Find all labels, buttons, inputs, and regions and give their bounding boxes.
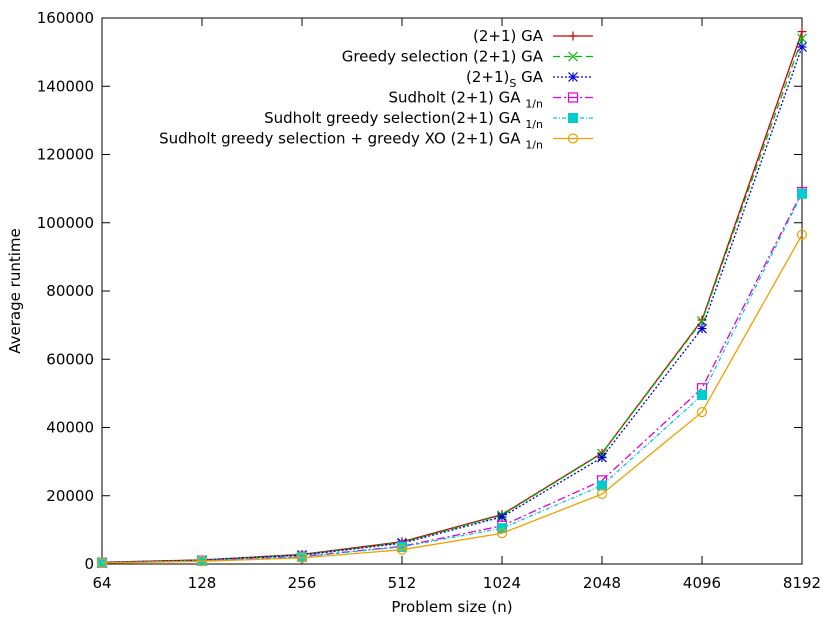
data-point: [296, 552, 308, 563]
y-axis-title: Average runtime: [6, 228, 24, 353]
data-point: [697, 323, 707, 334]
data-point: [497, 511, 507, 522]
data-point: [797, 27, 807, 37]
y-tick-label: 60000: [46, 350, 94, 368]
data-point: [697, 390, 707, 401]
data-point: [797, 42, 807, 52]
data-point: [797, 188, 807, 199]
x-axis: 64 128 256 512 1024 2048 4096 8192: [92, 18, 821, 592]
y-tick-label: 140000: [37, 77, 94, 95]
legend-item: Sudholt greedy selection + greedy XO (2+…: [159, 130, 593, 152]
legend-label: Greedy selection (2+1) GA: [342, 48, 544, 66]
legend-item: Sudholt (2+1) GA 1/n: [388, 89, 593, 111]
data-point: [397, 541, 407, 552]
legend-label: Sudholt (2+1) GA 1/n: [388, 89, 543, 111]
legend: (2+1) GA Greedy selection (2+1) GA (2+1)S …: [159, 27, 593, 152]
x-tick-label: 8192: [783, 574, 821, 592]
legend-item: Greedy selection (2+1) GA: [342, 48, 593, 66]
data-point: [568, 113, 578, 123]
data-point: [567, 92, 579, 103]
legend-label: Sudholt greedy selection + greedy XO (2+…: [159, 130, 543, 152]
data-point: [96, 557, 108, 569]
legend-item: Sudholt greedy selection(2+1) GA 1/n: [264, 109, 593, 131]
data-point: [396, 544, 408, 555]
legend-label: (2+1)S GA: [466, 68, 544, 90]
data-point: [567, 133, 579, 144]
series-6: [96, 229, 808, 569]
data-point: [568, 31, 578, 41]
x-tick-label: 64: [92, 574, 111, 592]
y-tick-label: 20000: [46, 487, 94, 505]
y-tick-label: 0: [84, 555, 94, 573]
series-line: [101, 234, 803, 564]
data-point: [597, 452, 607, 463]
y-tick-label: 80000: [46, 282, 94, 300]
x-tick-label: 512: [388, 574, 417, 592]
data-point: [568, 51, 578, 62]
y-tick-label: 100000: [37, 214, 94, 232]
x-axis-title: Problem size (n): [391, 598, 512, 616]
y-tick-label: 120000: [37, 146, 94, 164]
series-4: [96, 186, 808, 568]
x-tick-label: 4096: [683, 574, 721, 592]
legend-label: Sudholt greedy selection(2+1) GA 1/n: [264, 109, 543, 131]
data-point: [596, 488, 608, 500]
data-point: [797, 33, 807, 44]
legend-item: (2+1) GA: [473, 27, 593, 45]
series-layer: [96, 27, 808, 569]
y-tick-label: 40000: [46, 419, 94, 437]
x-tick-label: 256: [288, 574, 317, 592]
data-point: [697, 316, 707, 326]
y-axis: 0 20000 40000 60000 80000 100000 120000 140000 1…: [37, 9, 802, 573]
data-point: [496, 528, 508, 539]
legend-label: (2+1) GA: [473, 27, 544, 45]
series-line: [101, 46, 803, 564]
series-line: [101, 193, 803, 564]
legend-item: (2+1)S GA: [466, 68, 593, 90]
data-point: [696, 407, 708, 418]
x-tick-label: 128: [188, 574, 217, 592]
x-tick-label: 1024: [483, 574, 521, 592]
data-point: [497, 523, 507, 534]
y-tick-label: 160000: [37, 9, 94, 27]
data-point: [597, 480, 607, 491]
x-tick-label: 2048: [583, 574, 621, 592]
series-5: [97, 188, 807, 568]
series-line: [101, 191, 803, 564]
data-point: [568, 72, 578, 82]
data-point: [196, 556, 208, 567]
data-point: [796, 229, 808, 240]
